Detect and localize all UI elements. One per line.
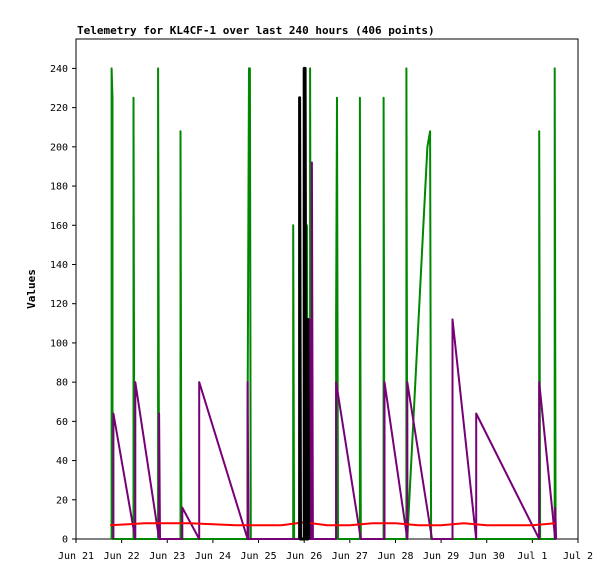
- x-tick-label: Jun 26: [286, 551, 322, 562]
- x-tick-label: Jun 28: [377, 551, 413, 562]
- series-line-2: [110, 521, 556, 527]
- y-tick-label: 0: [62, 535, 68, 546]
- x-tick-label: Jun 22: [104, 551, 140, 562]
- series-line-3: [298, 66, 311, 541]
- x-tick-label: Jun 27: [332, 551, 368, 562]
- y-tick-label: 20: [56, 495, 68, 506]
- y-tick-label: 240: [50, 64, 68, 75]
- x-axis: Jun 21 Jun 22 Jun 23 Jun 24 Jun 25 Jun 26 Jun …: [58, 539, 593, 562]
- y-tick-label: 200: [50, 142, 68, 153]
- y-tick-label: 80: [56, 378, 68, 389]
- y-tick-label: 60: [56, 417, 68, 428]
- y-tick-label: 140: [50, 260, 68, 271]
- y-tick-label: 100: [50, 338, 68, 349]
- x-tick-label: Jun 21: [58, 551, 94, 562]
- y-tick-label: 120: [50, 299, 68, 310]
- y-axis-label: Values: [25, 269, 38, 309]
- x-tick-label: Jul 2: [563, 551, 593, 562]
- x-tick-label: Jun 23: [149, 551, 185, 562]
- x-tick-label: Jul 1: [517, 551, 547, 562]
- y-tick-label: 220: [50, 103, 68, 114]
- y-tick-label: 160: [50, 221, 68, 232]
- chart-title: Telemetry for KL4CF-1 over last 240 hour…: [77, 24, 435, 37]
- x-tick-label: Jun 29: [423, 551, 459, 562]
- y-axis: 0 20 40 60 80 100 120 140 160 180 200 220 240: [50, 64, 76, 546]
- series-layer: [110, 66, 558, 541]
- y-tick-label: 180: [50, 182, 68, 193]
- x-tick-label: Jun 25: [240, 551, 276, 562]
- series-line-1: [112, 161, 558, 540]
- y-tick-label: 40: [56, 456, 68, 467]
- plot-area: [75, 38, 579, 540]
- x-tick-label: Jun 24: [195, 551, 231, 562]
- x-tick-label: Jun 30: [469, 551, 505, 562]
